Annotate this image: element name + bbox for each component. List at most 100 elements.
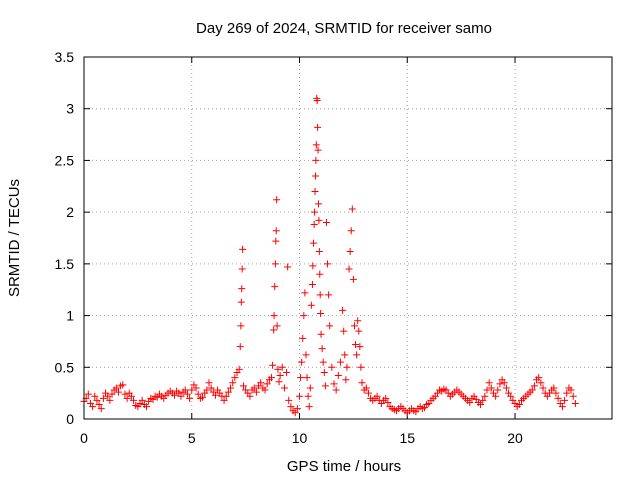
x-tick-label: 0 [80,430,88,446]
data-point [238,285,246,293]
data-point [269,361,277,369]
data-point [358,379,366,387]
data-point [298,358,306,366]
data-point [276,372,284,380]
data-point [550,384,558,392]
data-point [271,283,279,291]
data-point [308,281,316,289]
data-point [138,396,146,404]
data-point [284,263,292,271]
data-point [231,374,239,382]
data-point [127,392,135,400]
data-point [261,386,269,394]
data-point [326,322,334,330]
data-point [350,322,358,330]
data-point [305,403,313,411]
data-point [93,396,101,404]
data-point [485,379,493,387]
data-point [328,363,336,371]
data-point [334,372,342,380]
y-tick-label: 1 [66,308,74,324]
data-point [267,374,275,382]
data-point [280,384,288,392]
data-point [278,363,286,371]
data-point [104,392,112,400]
data-point [558,403,566,411]
data-point [237,298,245,306]
data-point [112,384,120,392]
data-point [271,260,279,268]
data-point [220,396,228,404]
data-point [561,396,569,404]
data-point [199,393,207,401]
data-point [320,368,328,376]
data-point [89,403,97,411]
data-point [353,351,361,359]
data-point [91,392,99,400]
data-point [343,363,351,371]
data-point [325,291,333,299]
tick-labels: 0 0.5 1 1.5 2 2.5 3 3.5 0 5 10 15 20 [55,49,523,446]
data-point [321,382,329,390]
data-point [311,187,319,195]
data-point [106,396,114,404]
data-point [332,386,340,394]
data-point [273,322,281,330]
data-point [257,379,265,387]
data-point [345,265,353,273]
data-point [496,380,504,388]
data-point [263,380,271,388]
data-point [186,394,194,402]
data-point [303,374,311,382]
data-point [352,341,360,349]
data-point [487,384,495,392]
data-point [330,380,338,388]
data-point [563,389,571,397]
x-tick-label: 10 [292,430,308,446]
data-point [312,141,320,149]
data-point [188,386,196,394]
data-point [301,289,309,297]
data-point [310,221,318,229]
data-point [314,146,322,154]
data-point [317,310,325,318]
data-point [203,386,211,394]
data-point [324,260,332,268]
data-point [227,384,235,392]
data-point [348,205,356,213]
data-point [569,392,577,400]
data-point [270,312,278,320]
y-tick-label: 2.5 [55,152,75,168]
data-point [571,399,579,407]
data-point [142,403,150,411]
y-axis-label: SRMTID / TECUs [6,179,23,297]
data-point [291,409,299,417]
data-point [567,386,575,394]
data-point [239,382,247,390]
data-point [342,376,350,384]
data-point [315,216,323,224]
data-point [336,358,344,366]
data-point [236,343,244,351]
data-point [492,392,500,400]
data-point [346,247,354,255]
y-tick-label: 3 [66,101,74,117]
data-point [238,265,246,273]
data-point [99,394,107,402]
data-point [357,363,365,371]
data-point [123,394,131,402]
data-points [80,94,579,417]
data-point [309,262,317,270]
data-point [384,398,392,406]
data-point [537,379,545,387]
data-point [250,384,258,392]
data-point [181,386,189,394]
data-point [114,388,122,396]
data-point [205,379,213,387]
data-point [317,330,325,338]
data-point [287,403,295,411]
x-tick-label: 5 [188,430,196,446]
data-point [95,401,103,409]
data-point [313,96,321,104]
data-point [224,388,232,396]
